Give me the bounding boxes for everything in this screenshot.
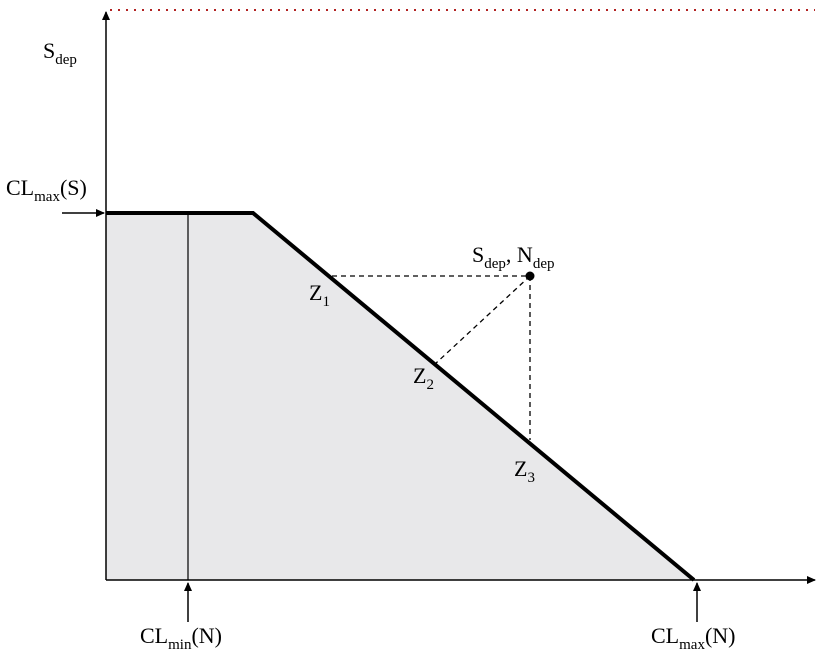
z1-label: Z1: [309, 280, 330, 310]
projection-z2-line: [433, 275, 531, 366]
y-axis-label: Sdep: [43, 38, 77, 68]
point-label: Sdep, Ndep: [472, 242, 554, 272]
cl-max-s-label: CLmax(S): [6, 175, 87, 205]
feasible-region: [106, 213, 694, 580]
boundary-line: [106, 211, 696, 582]
z3-label: Z3: [514, 456, 535, 486]
z2-label: Z2: [413, 363, 434, 393]
cl-max-n-label: CLmax(N): [651, 623, 736, 653]
point-sdep-ndep: [525, 271, 535, 281]
cl-min-n-label: CLmin(N): [140, 623, 222, 653]
